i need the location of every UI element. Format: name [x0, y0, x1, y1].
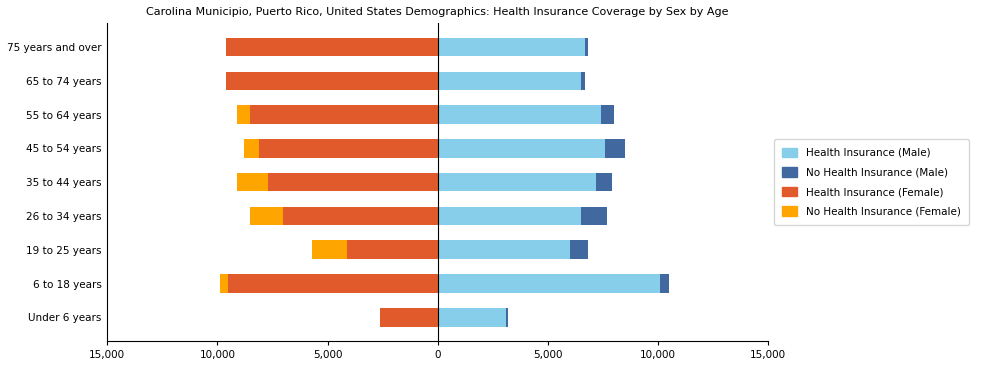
Bar [227, 72, 437, 90]
Bar [220, 274, 229, 293]
Bar [437, 240, 570, 259]
Bar [237, 173, 268, 192]
Bar [437, 274, 660, 293]
Bar [660, 274, 669, 293]
Bar [437, 207, 581, 225]
Bar [243, 139, 259, 158]
Bar [237, 105, 250, 124]
Bar [437, 38, 585, 56]
Bar [250, 105, 437, 124]
Bar [570, 240, 588, 259]
Title: Carolina Municipio, Puerto Rico, United States Demographics: Health Insurance Co: Carolina Municipio, Puerto Rico, United … [147, 7, 729, 17]
Bar [437, 105, 601, 124]
Bar [506, 308, 508, 327]
Bar [312, 240, 348, 259]
Bar [437, 139, 605, 158]
Bar [585, 38, 588, 56]
Bar [437, 308, 506, 327]
Bar [250, 207, 284, 225]
Legend: Health Insurance (Male), No Health Insurance (Male), Health Insurance (Female), : Health Insurance (Male), No Health Insur… [773, 139, 969, 225]
Bar [601, 105, 614, 124]
Bar [259, 139, 437, 158]
Bar [229, 274, 437, 293]
Bar [380, 308, 437, 327]
Bar [284, 207, 437, 225]
Bar [596, 173, 612, 192]
Bar [605, 139, 625, 158]
Bar [437, 72, 581, 90]
Bar [227, 38, 437, 56]
Bar [437, 173, 596, 192]
Bar [268, 173, 437, 192]
Bar [581, 72, 585, 90]
Bar [581, 207, 608, 225]
Bar [348, 240, 437, 259]
